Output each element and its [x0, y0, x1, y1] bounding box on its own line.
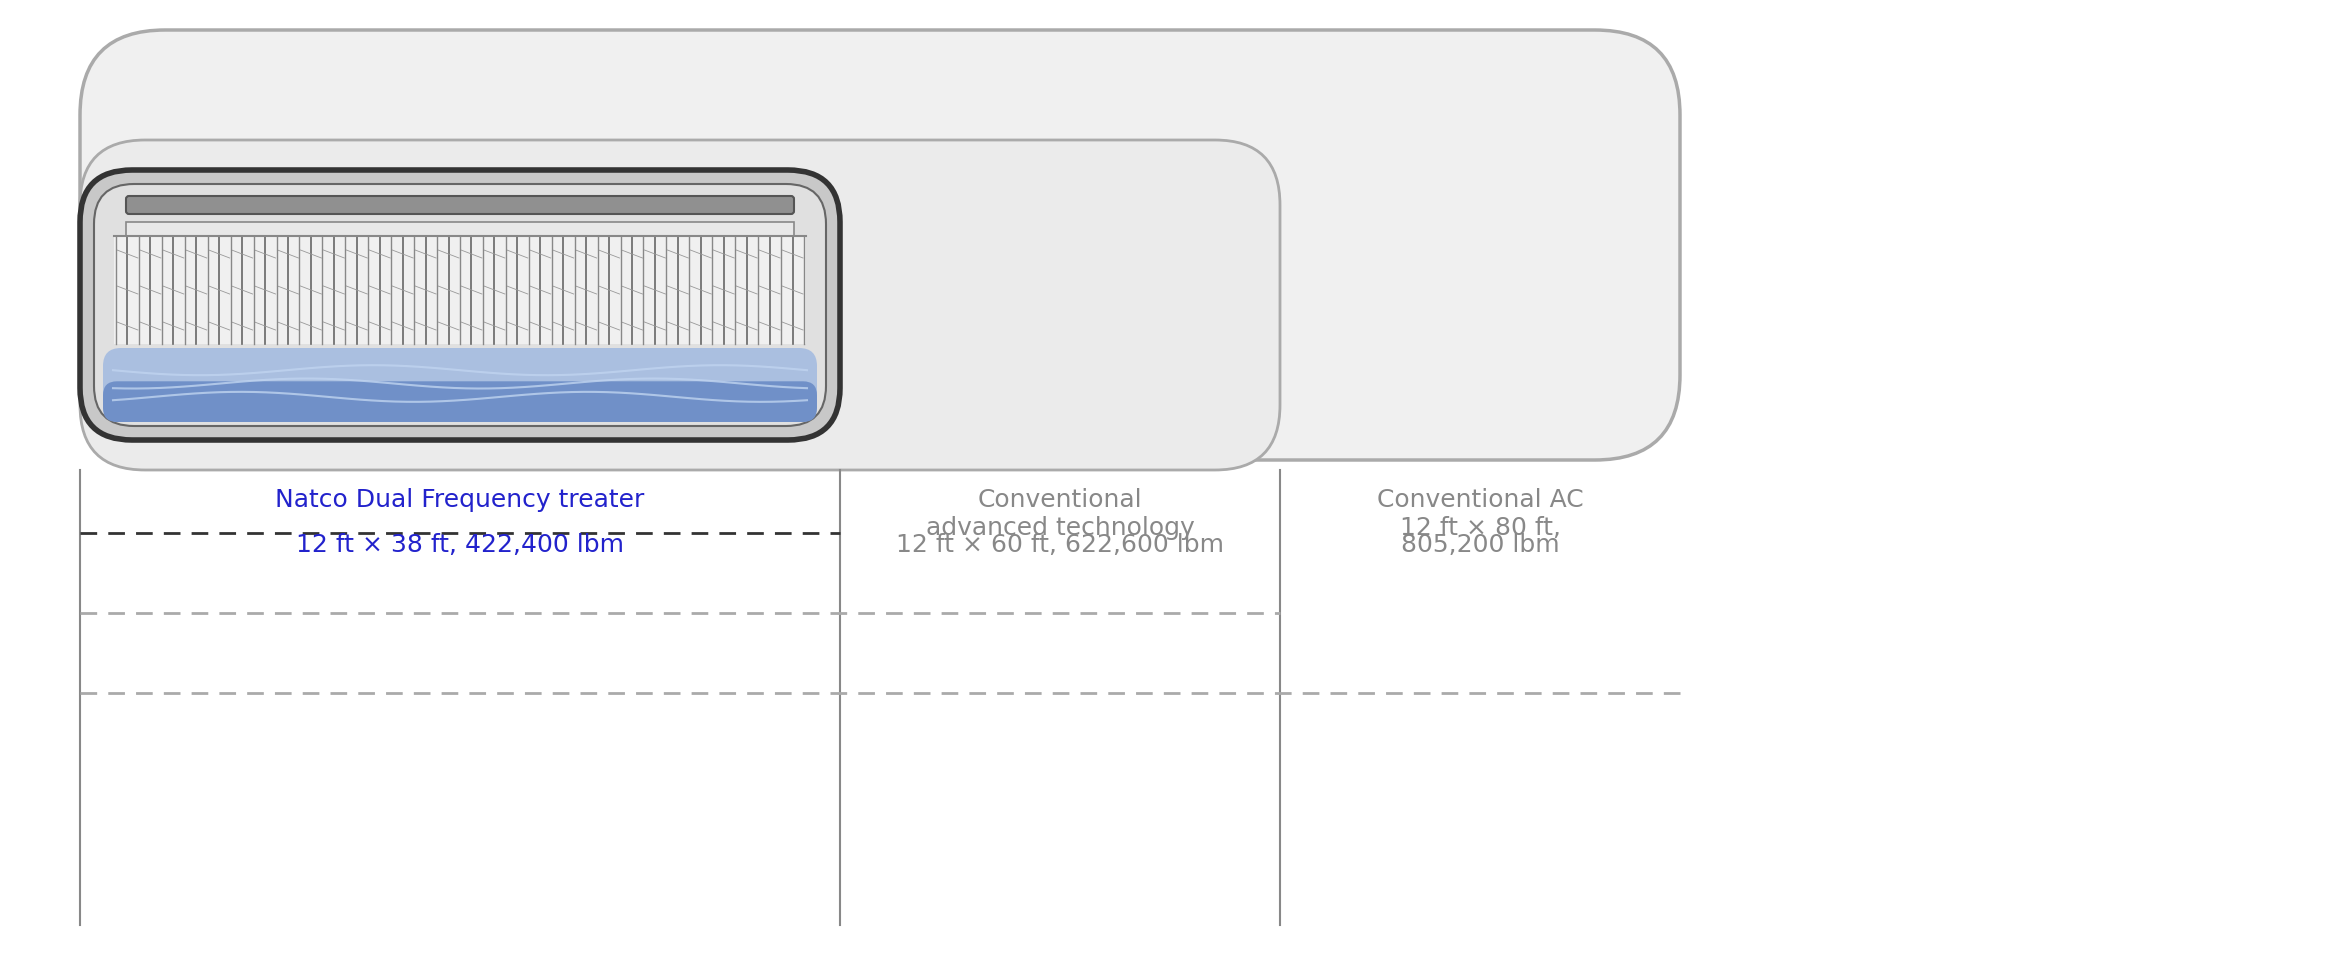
Bar: [126, 222, 794, 236]
Text: Conventional AC: Conventional AC: [1376, 488, 1584, 512]
Text: 12 ft × 80 ft,: 12 ft × 80 ft,: [1399, 516, 1560, 540]
FancyBboxPatch shape: [79, 30, 1680, 460]
Text: 12 ft × 38 ft, 422,400 lbm: 12 ft × 38 ft, 422,400 lbm: [297, 533, 624, 557]
FancyBboxPatch shape: [103, 381, 818, 422]
Text: advanced technology: advanced technology: [925, 516, 1194, 540]
FancyBboxPatch shape: [79, 170, 841, 440]
FancyBboxPatch shape: [79, 140, 1280, 470]
Bar: [114, 236, 806, 344]
Text: Conventional: Conventional: [979, 488, 1142, 512]
Text: Natco Dual Frequency treater: Natco Dual Frequency treater: [276, 488, 645, 512]
Text: 805,200 lbm: 805,200 lbm: [1402, 533, 1560, 557]
FancyBboxPatch shape: [103, 348, 818, 422]
Text: 12 ft × 60 ft, 622,600 lbm: 12 ft × 60 ft, 622,600 lbm: [897, 533, 1224, 557]
FancyBboxPatch shape: [126, 196, 794, 214]
FancyBboxPatch shape: [93, 184, 827, 426]
